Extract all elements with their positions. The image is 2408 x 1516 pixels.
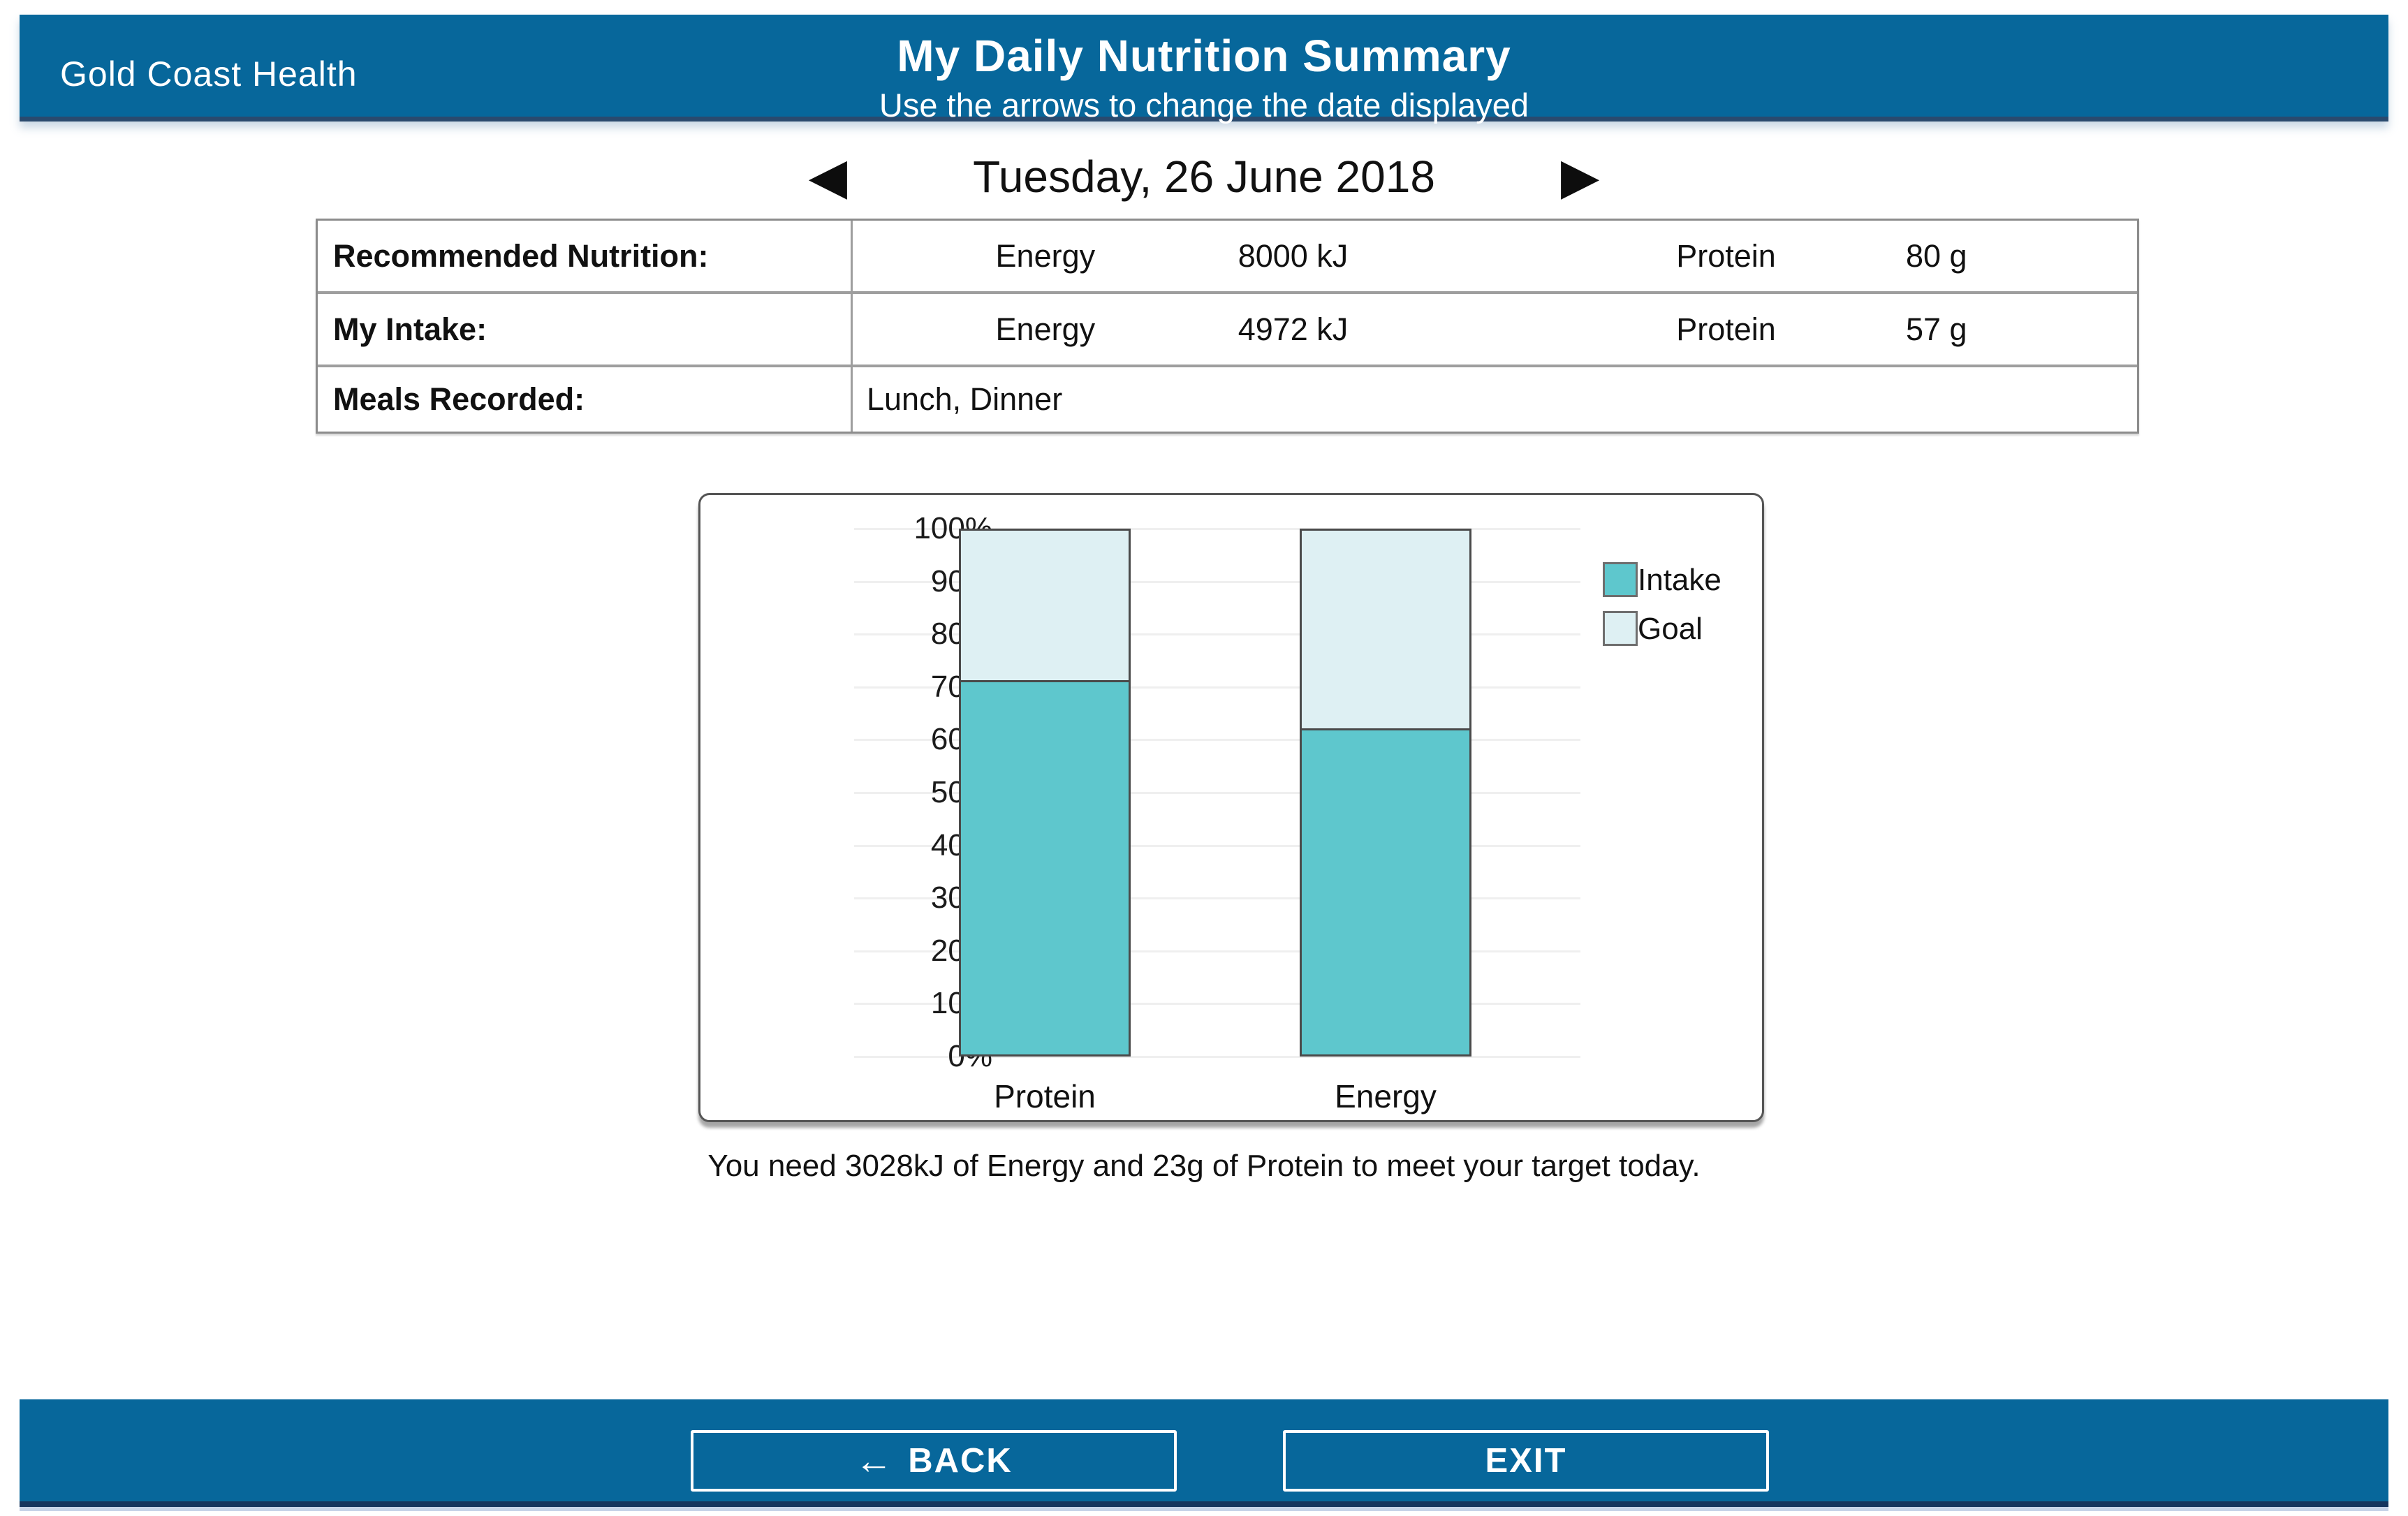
table-row-recommended: Recommended Nutrition: Energy 8000 kJ Pr… [318,221,2137,294]
intake-segment [959,680,1131,1057]
protein-label: Protein [1676,311,1776,347]
row-label: Meals Recorded: [318,367,853,432]
back-button[interactable]: ← BACK [691,1430,1177,1492]
gridline [854,1056,1580,1058]
footer-bar: ← BACK EXIT [20,1399,2388,1511]
current-date: Tuesday, 26 June 2018 [973,152,1435,202]
target-caption: You need 3028kJ of Energy and 23g of Pro… [707,1149,1701,1183]
gridline [854,580,1580,583]
goal-segment [959,529,1131,681]
gridline [854,739,1580,742]
exit-button[interactable]: EXIT [1283,1430,1769,1492]
date-navigation: ◀ Tuesday, 26 June 2018 ▶ [0,142,2408,212]
exit-button-label: EXIT [1485,1442,1567,1480]
protein-value: 80 g [1905,237,1967,274]
legend-label: Goal [1638,612,1703,646]
x-axis-label: Protein [994,1078,1096,1114]
intake-swatch-icon [1603,562,1638,597]
goal-swatch-icon [1603,611,1638,646]
chart-legend: Intake Goal [1603,562,1721,660]
back-button-label: BACK [908,1442,1013,1480]
previous-date-arrow-icon[interactable]: ◀ [808,149,848,205]
legend-item-intake: Intake [1603,562,1721,598]
meals-recorded-value: Lunch, Dinner [867,381,1063,417]
gridline [854,792,1580,794]
table-row-intake: My Intake: Energy 4972 kJ Protein 57 g [318,294,2137,367]
gridline [854,897,1580,900]
header-bar: Gold Coast Health My Daily Nutrition Sum… [20,15,2388,124]
protein-value: 57 g [1905,311,1967,347]
gridline [854,844,1580,847]
brand-name: Gold Coast Health [60,54,358,94]
legend-label: Intake [1638,563,1721,597]
back-arrow-icon: ← [855,1440,895,1482]
title-block: My Daily Nutrition Summary Use the arrow… [20,15,2388,124]
gridline [854,528,1580,530]
page-title: My Daily Nutrition Summary [897,31,1511,81]
protein-label: Protein [1676,237,1776,274]
goal-segment [1300,529,1471,729]
gridline [854,633,1580,636]
energy-label: Energy [995,237,1096,274]
energy-label: Energy [995,311,1096,347]
nutrition-chart: 100%90%80%70%60%50%40%30%20%10%0%Protein… [698,493,1764,1122]
gridline [854,686,1580,689]
gridline [854,1003,1580,1006]
gridline [854,950,1580,952]
nutrition-summary-table: Recommended Nutrition: Energy 8000 kJ Pr… [316,219,2139,434]
plot-area: 100%90%80%70%60%50%40%30%20%10%0%Protein… [854,511,1580,1114]
intake-segment [1300,728,1471,1057]
next-date-arrow-icon[interactable]: ▶ [1560,149,1600,205]
legend-item-goal: Goal [1603,611,1721,647]
x-axis-label: Energy [1335,1078,1437,1114]
stacked-bar-energy [1300,529,1471,1057]
row-label: Recommended Nutrition: [318,221,853,291]
page-subtitle: Use the arrows to change the date displa… [879,87,1529,124]
table-row-meals: Meals Recorded: Lunch, Dinner [318,367,2137,432]
row-label: My Intake: [318,294,853,365]
stacked-bar-protein [959,529,1131,1057]
energy-value: 4972 kJ [1238,311,1349,347]
energy-value: 8000 kJ [1238,237,1349,274]
